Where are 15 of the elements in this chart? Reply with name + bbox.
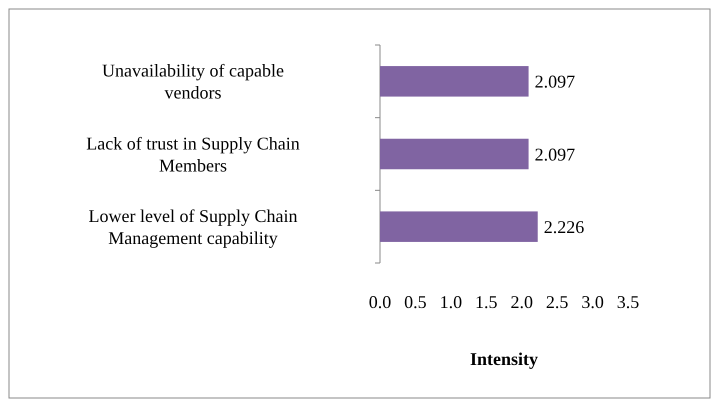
y-tick-label: Lower level of Supply Chain Management capability <box>88 206 298 248</box>
x-axis-title: Intensity <box>470 349 538 369</box>
data-label: 2.226 <box>544 216 584 237</box>
data-label: 2.097 <box>534 144 576 164</box>
x-tick-label: 1.0 <box>440 292 462 312</box>
y-tick-label: Lack of trust in Supply Chain Members <box>86 133 300 176</box>
x-tick-label: 0.0 <box>368 292 392 312</box>
x-tick-label: 3.5 <box>616 292 640 312</box>
y-tick-label: Unavailability of capable vendors <box>102 60 284 103</box>
x-tick-label: 2.5 <box>546 292 568 312</box>
x-tick-label: 0.5 <box>404 292 427 312</box>
x-tick-label: 1.5 <box>475 292 498 312</box>
x-tick-label: 3.0 <box>581 292 604 312</box>
data-label: 2.097 <box>534 72 576 92</box>
x-tick-label: 2.0 <box>510 292 533 312</box>
